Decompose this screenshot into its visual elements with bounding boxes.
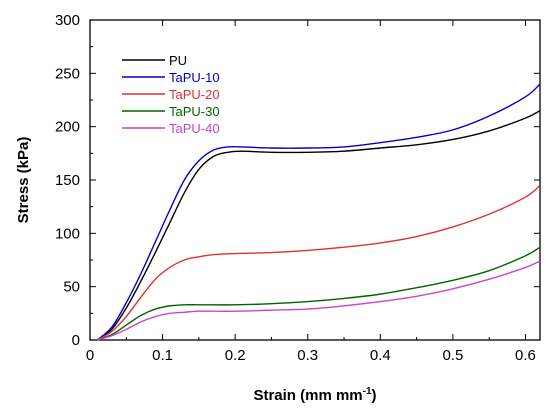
legend-label-tapu-30: TaPU-30 (169, 104, 220, 119)
legend: PU TaPU-10 TaPU-20 TaPU-30 TaPU-40 (122, 53, 220, 136)
x-tick-label: 0.4 (370, 347, 391, 364)
legend-label-tapu-40: TaPU-40 (169, 121, 220, 136)
x-axis-label: Strain (mm mm-1) (253, 386, 376, 404)
legend-label-pu: PU (169, 53, 187, 68)
x-axis-label-superscript: -1 (363, 386, 372, 397)
x-tick-label: 0.5 (442, 347, 463, 364)
series-line-tapu-40 (97, 260, 541, 341)
x-axis-label-main: Strain (mm mm (253, 387, 362, 404)
y-tick-label: 100 (55, 225, 80, 242)
y-tick-label: 250 (55, 65, 80, 82)
y-tick-label: 50 (63, 279, 80, 296)
x-tick-label: 0.3 (297, 347, 318, 364)
y-axis-label: Stress (kPa) (15, 137, 32, 224)
x-tick-label: 0.2 (225, 347, 246, 364)
series-line-tapu-10 (96, 83, 541, 341)
x-tick-label: 0 (86, 347, 94, 364)
y-tick-label: 150 (55, 172, 80, 189)
y-tick-label: 200 (55, 119, 80, 136)
series-line-pu (96, 110, 541, 341)
y-tick-label: 0 (72, 332, 80, 349)
x-tick-label: 0.6 (515, 347, 536, 364)
series-layer (96, 83, 541, 341)
series-line-tapu-20 (96, 184, 541, 341)
plot-area: 0 0.1 0.2 0.3 0.4 0.5 0.6 0 50 100 150 200 250 300 (55, 12, 541, 364)
legend-label-tapu-10: TaPU-10 (169, 70, 220, 85)
x-axis-ticks: 0 0.1 0.2 0.3 0.4 0.5 0.6 (86, 20, 536, 364)
x-tick-label: 0.1 (152, 347, 173, 364)
legend-label-tapu-20: TaPU-20 (169, 87, 220, 102)
plot-frame (89, 19, 541, 341)
series-line-tapu-30 (97, 246, 541, 341)
y-axis-ticks: 0 50 100 150 200 250 300 (55, 12, 540, 349)
x-axis-label-end: ) (372, 387, 377, 404)
y-tick-label: 300 (55, 12, 80, 29)
